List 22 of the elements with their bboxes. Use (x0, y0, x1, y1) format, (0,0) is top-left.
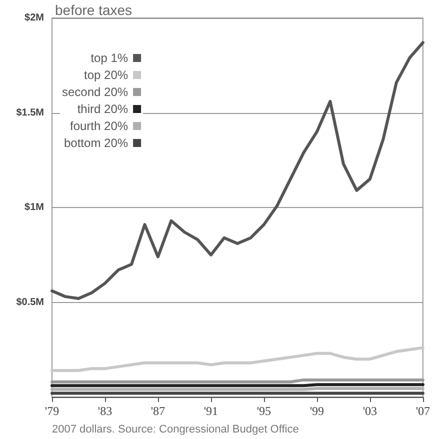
y-tick-label: $0.5M (16, 296, 44, 308)
legend-label: third 20% (77, 102, 128, 116)
legend-label: fourth 20% (70, 119, 128, 133)
legend-label: top 1% (90, 51, 128, 65)
y-tick-label: $1.5M (16, 107, 44, 118)
x-tick-label: '07 (416, 404, 430, 418)
x-tick-label: '95 (256, 404, 272, 418)
y-tick-label: $1M (24, 202, 44, 213)
x-tick-label: '79 (44, 404, 60, 418)
legend-label: top 20% (84, 68, 128, 82)
x-tick-label: '91 (204, 404, 218, 418)
line-series (50, 41, 424, 300)
text: 2007 dollars. Source: Congressional Budget Office (52, 424, 299, 436)
chart-title: before taxes (55, 2, 132, 18)
x-tick-label: '83 (98, 404, 112, 418)
legend-label: second 20% (62, 85, 128, 99)
x-tick-label: '87 (150, 404, 166, 418)
x-tick-label: '03 (362, 404, 378, 418)
legend-label: bottom 20% (64, 136, 128, 150)
y-tick-label: $2M (24, 12, 44, 24)
line-series (50, 346, 424, 372)
x-tick-label: '99 (310, 404, 324, 418)
